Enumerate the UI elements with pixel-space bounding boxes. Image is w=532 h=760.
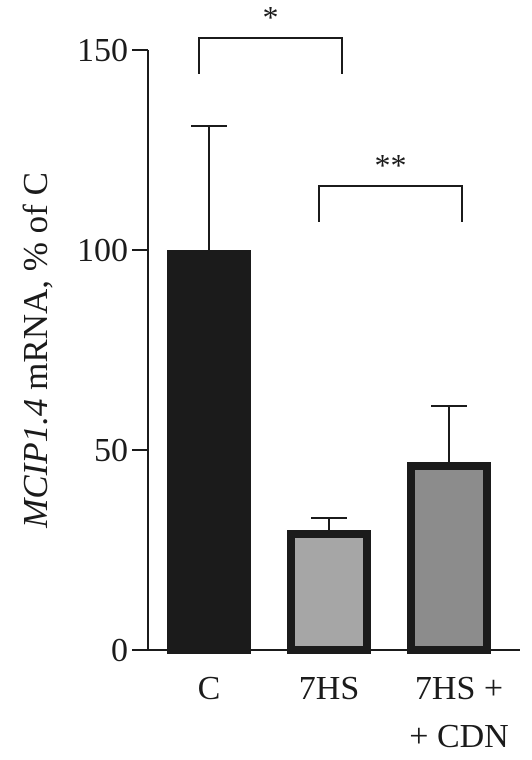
significance-bracket (198, 37, 343, 74)
bars (167, 125, 491, 654)
significance-bracket (318, 185, 463, 222)
y-axis-label-italic: MCIP1.4 (16, 399, 55, 529)
bar (167, 250, 251, 654)
x-tick-label: 7HS + (415, 670, 503, 707)
significance-brackets: *** (198, 0, 463, 222)
y-tick-label: 100 (77, 232, 128, 269)
y-tick-label: 0 (111, 632, 128, 669)
bar (407, 462, 491, 654)
significance-label: * (263, 0, 279, 35)
y-axis-label: MCIP1.4 mRNA, % of C (16, 172, 55, 529)
significance-label: ** (375, 147, 407, 183)
x-tick-label: 7HS (299, 670, 359, 707)
y-axis-label-rest: mRNA, % of C (16, 172, 55, 399)
bar (287, 530, 371, 654)
y-tick-label: 50 (94, 432, 128, 469)
x-tick-labels: C 7HS 7HS + + CDN (198, 670, 509, 755)
x-tick-label: + CDN (409, 718, 508, 755)
x-tick-label: C (198, 670, 221, 707)
y-tick-label: 150 (77, 32, 128, 69)
